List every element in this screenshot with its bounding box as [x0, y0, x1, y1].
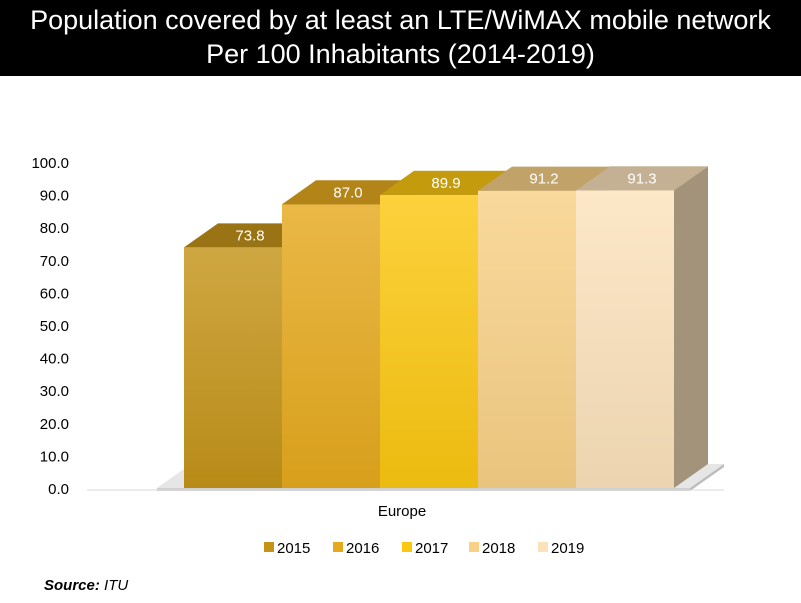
data-label-2017: 89.9	[431, 175, 460, 192]
bar-2015-front	[184, 247, 282, 488]
legend-swatch-2019	[538, 542, 548, 552]
bar-2019-top-overlay	[576, 166, 708, 191]
y-tick-label: 80.0	[40, 220, 69, 237]
bar-2018-top-overlay	[478, 166, 610, 191]
source-label: Source:	[44, 577, 100, 594]
y-tick-label: 60.0	[40, 285, 69, 302]
bar-2017-front-overlay	[380, 194, 478, 488]
y-tick-label: 0.0	[48, 481, 69, 498]
y-tick-label: 30.0	[40, 383, 69, 400]
legend-swatch-2015	[264, 542, 274, 552]
data-label-2019: 91.3	[627, 170, 656, 187]
y-tick-label: 50.0	[40, 318, 69, 335]
chart-area: 0.0 10.0 20.0 30.0 40.0 50.0 60.0 70.0 80.0 90.0 1…	[31, 155, 724, 557]
bar-2018-front-overlay	[478, 190, 576, 489]
x-category-label: Europe	[378, 503, 426, 520]
title-bar: Population covered by at least an LTE/Wi…	[0, 0, 801, 76]
legend-label-2015: 2015	[277, 540, 310, 557]
legend-swatch-2016	[333, 542, 343, 552]
chart-subtitle: Per 100 Inhabitants (2014-2019)	[206, 39, 595, 69]
legend-label-2017: 2017	[415, 540, 448, 557]
y-tick-label: 70.0	[40, 253, 69, 270]
source-note: Source: ITU	[44, 577, 128, 594]
legend-swatch-2018	[469, 542, 479, 552]
y-tick-label: 40.0	[40, 351, 69, 368]
data-label-2018: 91.2	[529, 171, 558, 188]
data-label-2015: 73.8	[235, 227, 264, 244]
legend-label-2019: 2019	[551, 540, 584, 557]
data-label-2016: 87.0	[333, 184, 362, 201]
bar-2016-front-overlay	[282, 204, 380, 488]
legend-label-2016: 2016	[346, 540, 379, 557]
bar-2019-side	[674, 166, 708, 488]
bar-2019-front-overlay	[576, 190, 674, 488]
y-tick-label: 20.0	[40, 416, 69, 433]
chart-title: Population covered by at least an LTE/Wi…	[30, 5, 771, 35]
y-tick-label: 10.0	[40, 448, 69, 465]
y-tick-label: 100.0	[31, 155, 69, 172]
source-value: ITU	[104, 577, 129, 594]
y-tick-label: 90.0	[40, 188, 69, 205]
chart-floor-side	[690, 464, 724, 491]
legend-swatch-2017	[402, 542, 412, 552]
legend-label-2018: 2018	[482, 540, 515, 557]
bar-2017-top-overlay	[380, 170, 512, 195]
